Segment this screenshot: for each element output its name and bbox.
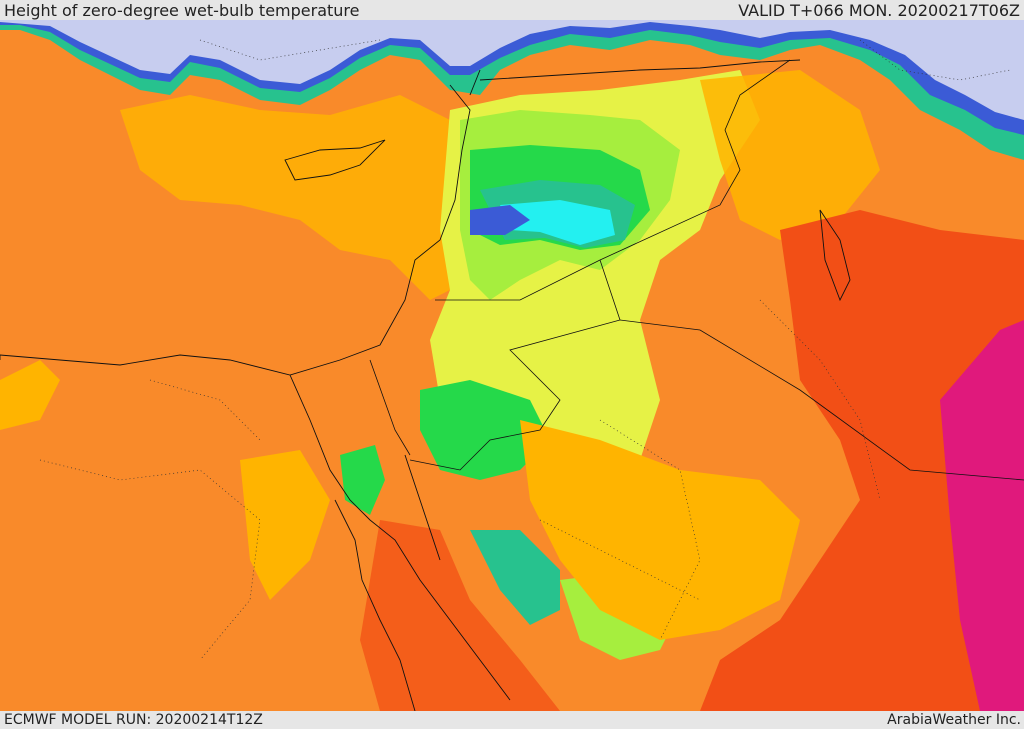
province-lines (39, 39, 1011, 661)
hot-zone-gulf (700, 210, 1024, 711)
teal-pocket-hejaz (470, 530, 560, 625)
map-title: Height of zero-degree wet-bulb temperatu… (4, 1, 360, 20)
model-run: ECMWF MODEL RUN: 20200214T12Z (4, 712, 263, 728)
amber-zone-west (0, 360, 60, 430)
amber-zone-egypt (240, 450, 330, 600)
amber-zone-arabia (520, 420, 800, 640)
weather-map[interactable] (0, 20, 1024, 711)
coastlines (0, 59, 851, 711)
map-canvas (0, 20, 1024, 711)
amber-zone-iraq (700, 70, 880, 240)
coldest-zone (0, 20, 1024, 120)
green-pocket-sinai (340, 445, 385, 515)
footer-bar: ECMWF MODEL RUN: 20200214T12Z ArabiaWeat… (0, 711, 1024, 729)
very-hot-zone (940, 320, 1024, 711)
borders (0, 59, 1024, 481)
cyan-zone (500, 200, 615, 245)
header-bar: Height of zero-degree wet-bulb temperatu… (0, 0, 1024, 20)
green-pocket-jordan (420, 380, 550, 480)
valid-time: VALID T+066 MON. 20200217T06Z (738, 1, 1020, 20)
credit: ArabiaWeather Inc. (887, 712, 1021, 728)
cold-pocket-lebanon (470, 205, 530, 235)
hot-zone-red-sea (360, 520, 560, 711)
amber-band-sea (120, 95, 470, 300)
